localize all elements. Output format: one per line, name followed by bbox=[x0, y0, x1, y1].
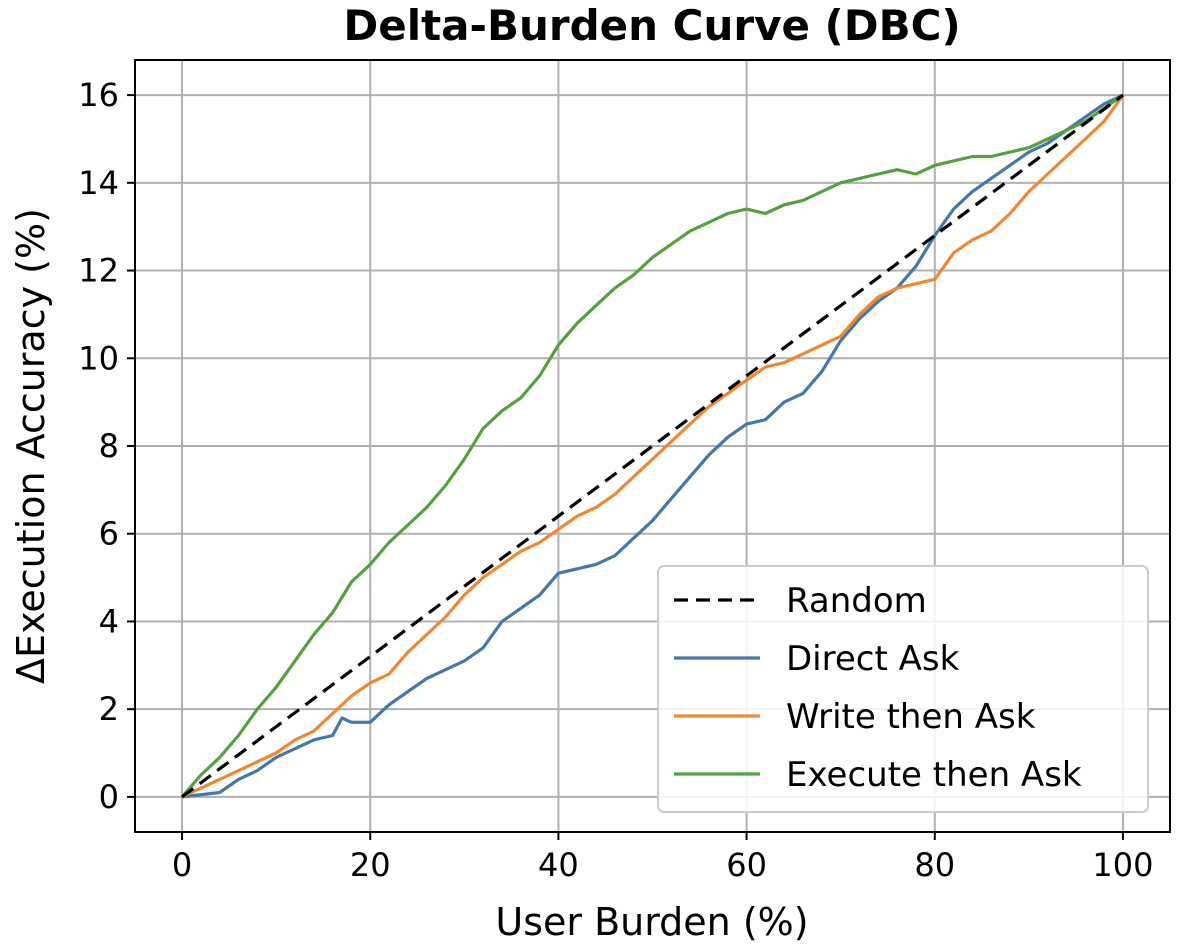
x-tick-label: 20 bbox=[350, 846, 391, 884]
legend: Random Direct Ask Write then Ask Execute th… bbox=[657, 565, 1149, 813]
x-tick-label: 80 bbox=[914, 846, 955, 884]
axis-ticks: 0 20 40 60 80 100 0 2 4 6 8 10 12 14 16 bbox=[78, 76, 1153, 884]
legend-label: Direct Ask bbox=[786, 639, 960, 679]
chart-title: Delta-Burden Curve (DBC) bbox=[343, 1, 960, 50]
x-tick-label: 0 bbox=[172, 846, 192, 884]
series-lines bbox=[180, 93, 1125, 799]
y-tick-label: 4 bbox=[99, 602, 119, 640]
grid-lines bbox=[135, 60, 1170, 832]
series-line-write-then-ask bbox=[181, 94, 1125, 799]
legend-box bbox=[657, 565, 1149, 813]
y-tick-label: 8 bbox=[99, 427, 119, 465]
y-tick-label: 6 bbox=[99, 515, 119, 553]
legend-label: Write then Ask bbox=[786, 697, 1036, 737]
legend-label: Execute then Ask bbox=[786, 755, 1082, 795]
legend-label: Random bbox=[786, 581, 927, 621]
y-tick-label: 2 bbox=[99, 690, 119, 728]
x-axis-label: User Burden (%) bbox=[495, 900, 808, 944]
y-tick-label: 10 bbox=[78, 339, 119, 377]
x-tick-label: 40 bbox=[538, 846, 579, 884]
y-tick-label: 14 bbox=[78, 164, 119, 202]
x-tick-label: 60 bbox=[726, 846, 767, 884]
x-tick-label: 100 bbox=[1092, 846, 1153, 884]
y-tick-label: 16 bbox=[78, 76, 119, 114]
y-axis-label: ΔExecution Accuracy (%) bbox=[9, 208, 53, 684]
series-line-execute-then-ask bbox=[180, 93, 1124, 798]
y-tick-label: 0 bbox=[99, 778, 119, 816]
series-line-direct-ask bbox=[181, 93, 1124, 799]
y-tick-label: 12 bbox=[78, 252, 119, 290]
series-line-random bbox=[181, 93, 1124, 799]
